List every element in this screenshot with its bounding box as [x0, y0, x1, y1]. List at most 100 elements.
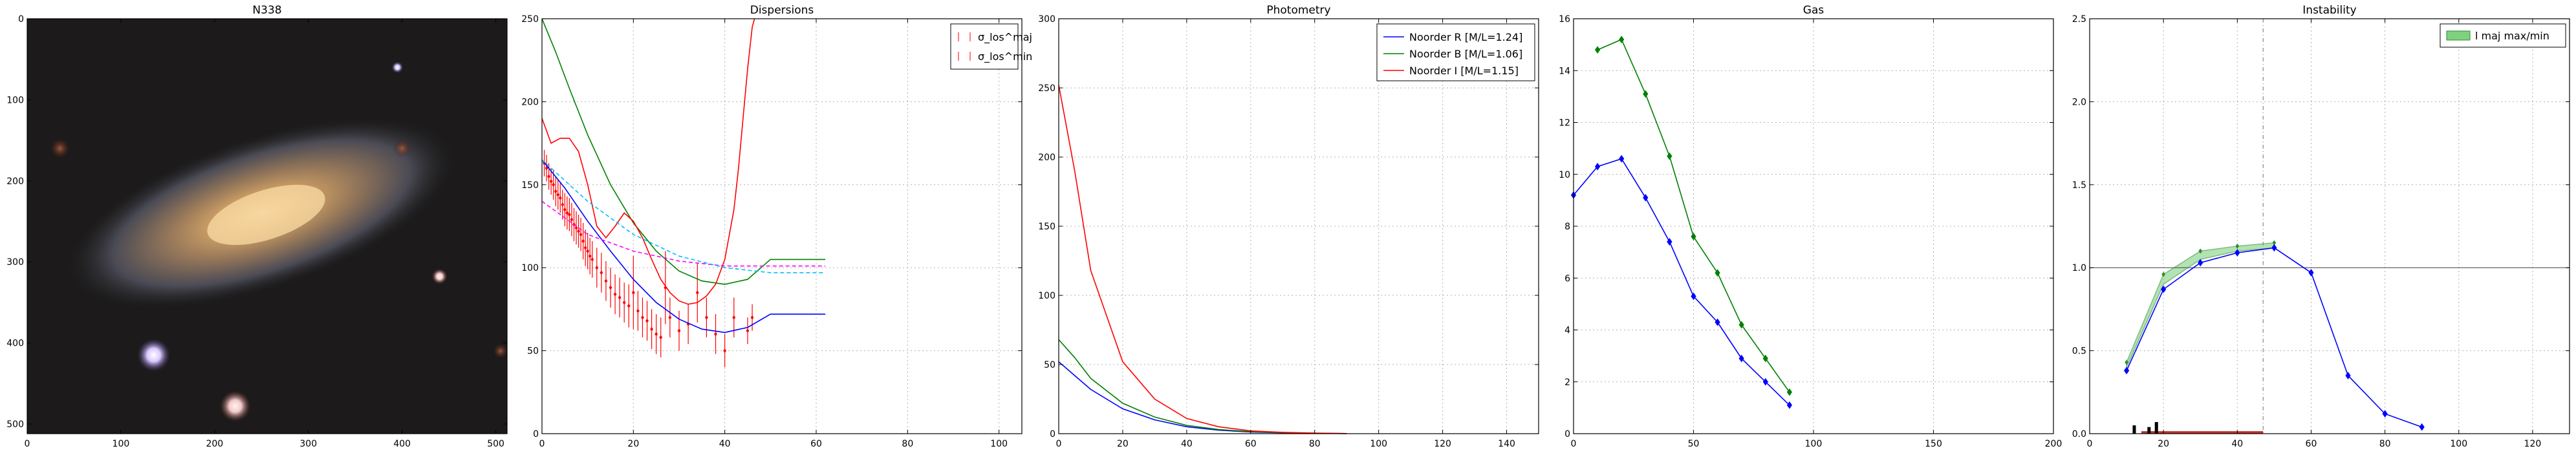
- dispersions-xtick-label-3: 60: [810, 439, 822, 449]
- photometry-ytick-label-0: 0: [1050, 429, 1055, 439]
- photometry-xtick-label-4: 80: [1309, 439, 1321, 449]
- dispersions-legend-label-0: σ_los^maj: [978, 31, 1032, 44]
- instability-ytick-label-3: 1.5: [2072, 180, 2086, 191]
- instability-xtick-label-0: 0: [2087, 439, 2093, 449]
- dispersions-point-45: [732, 315, 736, 320]
- dispersions-point-30: [631, 290, 635, 295]
- gas-ytick-label-1: 2: [1564, 377, 1570, 388]
- blob-right-edge: [492, 343, 507, 359]
- instability-series-0-point-6: [2345, 372, 2351, 379]
- instability-xtick-label-1: 20: [2158, 439, 2169, 449]
- dispersions-point-47: [750, 315, 754, 320]
- gas-series-1-line: [1597, 39, 1790, 393]
- panel-photometry: Photometry 0 20 40 60 80 100 120 140 0 50 100 150 200…: [1038, 4, 1539, 449]
- gas-series-0-point-5: [1691, 292, 1696, 301]
- dispersions-point-5: [554, 189, 557, 194]
- gas-series-0-point-4: [1667, 238, 1672, 246]
- image-frame: [27, 18, 508, 434]
- gas-ytick-label-4: 8: [1564, 222, 1570, 232]
- dispersions-point-11: [567, 212, 571, 217]
- instability-black-bar-0: [2132, 425, 2136, 434]
- instability-series-0-point-5: [2308, 269, 2314, 277]
- dispersions-xtick-label-1: 20: [627, 439, 639, 449]
- photometry-legend: [1376, 23, 1535, 81]
- instability-band-point-4: [2272, 240, 2277, 246]
- dispersions-point-33: [645, 318, 649, 323]
- dispersions-title: Dispersions: [750, 4, 814, 17]
- dispersions-ytick-label-1: 50: [527, 346, 539, 357]
- dispersions-series-0-line: [542, 159, 826, 333]
- dispersions-point-6: [556, 192, 560, 197]
- gas-ytick-label-2: 4: [1564, 326, 1570, 336]
- gas-xtick-label-4: 200: [2045, 439, 2062, 449]
- star-left: [136, 338, 171, 372]
- instability-series-0-point-1: [2161, 285, 2167, 293]
- dispersions-point-43: [714, 332, 717, 337]
- dispersions-series-4-line: [542, 159, 826, 273]
- instability-ytick-label-1: 0.5: [2072, 346, 2086, 357]
- photometry-legend-label-2: Noorder I [M/L=1.15]: [1409, 65, 1519, 77]
- dispersions-point-7: [558, 195, 562, 200]
- dispersions-point-10: [565, 210, 569, 215]
- photometry-series-1-line: [1058, 339, 1347, 434]
- dispersions-point-23: [600, 270, 603, 275]
- image-xtick-label-0: 0: [25, 439, 30, 449]
- dispersions-point-21: [590, 257, 594, 262]
- gas-ytick-label-0: 0: [1564, 429, 1570, 439]
- gas-xtick-label-1: 50: [1688, 439, 1700, 449]
- instability-title: Instability: [2302, 4, 2356, 17]
- instability-series-0-point-2: [2198, 259, 2203, 267]
- instability-black-bar-2: [2154, 422, 2158, 434]
- dispersions-ytick-label-5: 250: [521, 14, 539, 25]
- dispersions-point-42: [704, 315, 708, 320]
- dispersions-point-36: [659, 335, 663, 340]
- image-xtick-label-5: 500: [487, 439, 504, 449]
- dispersions-point-38: [668, 315, 672, 320]
- photometry-xtick-label-2: 40: [1181, 439, 1193, 449]
- dispersions-point-46: [746, 328, 750, 333]
- instability-legend-label: l maj max/min: [2475, 30, 2549, 42]
- gas-xtick-label-2: 100: [1805, 439, 1823, 449]
- gas-series-1-point-3: [1667, 152, 1672, 160]
- dispersions-series-3-line: [542, 200, 826, 267]
- dispersions-series-1-line: [542, 19, 826, 285]
- dispersions-point-12: [570, 217, 574, 222]
- image-ytick-label-3: 300: [6, 257, 24, 268]
- instability-band-point-1: [2161, 271, 2165, 277]
- dispersions-xtick-label-0: 0: [539, 439, 545, 449]
- dispersions-series-2-line: [542, 19, 755, 305]
- instability-xtick-label-2: 40: [2231, 439, 2243, 449]
- instability-band-point-3: [2235, 243, 2240, 249]
- dispersions-point-4: [552, 182, 556, 187]
- dispersions-legend: [950, 23, 1019, 70]
- dispersions-point-34: [650, 326, 654, 332]
- dispersions-point-25: [609, 285, 612, 290]
- dispersions-plot-area: [542, 19, 826, 368]
- gas-ytick-label-5: 10: [1559, 170, 1570, 180]
- instability-ytick-label-4: 2.0: [2072, 97, 2086, 107]
- gas-series-0-point-2: [1619, 154, 1625, 163]
- gas-series-0-point-3: [1643, 193, 1649, 202]
- dispersions-point-15: [577, 229, 580, 234]
- photometry-xtick-label-7: 140: [1498, 439, 1515, 449]
- gas-series-1-point-4: [1691, 233, 1696, 240]
- dispersions-point-39: [677, 328, 681, 333]
- image-xtick-label-4: 400: [393, 439, 411, 449]
- image-ytick-label-2: 200: [6, 176, 24, 187]
- dispersions-point-20: [588, 253, 592, 259]
- dispersions-point-26: [613, 291, 617, 297]
- gas-ytick-label-3: 6: [1564, 273, 1570, 284]
- instability-xtick-label-4: 80: [2379, 439, 2391, 449]
- dispersions-point-8: [561, 202, 565, 207]
- dispersions-point-17: [581, 238, 585, 244]
- dispersions-point-32: [641, 315, 644, 320]
- gas-series-1-point-8: [1786, 388, 1793, 396]
- dispersions-point-29: [627, 303, 631, 308]
- gas-ytick-label-8: 16: [1559, 14, 1570, 25]
- instability-series-0-point-0: [2123, 366, 2130, 375]
- instability-series-0-point-7: [2382, 410, 2388, 418]
- panel-dispersions: Dispersions 0 20 40 60 80 100 0 50 100 150 200 250 σ_…: [521, 4, 1032, 449]
- dispersions-point-9: [563, 207, 567, 212]
- image-xtick-label-3: 300: [299, 439, 317, 449]
- photometry-xtick-label-6: 120: [1434, 439, 1451, 449]
